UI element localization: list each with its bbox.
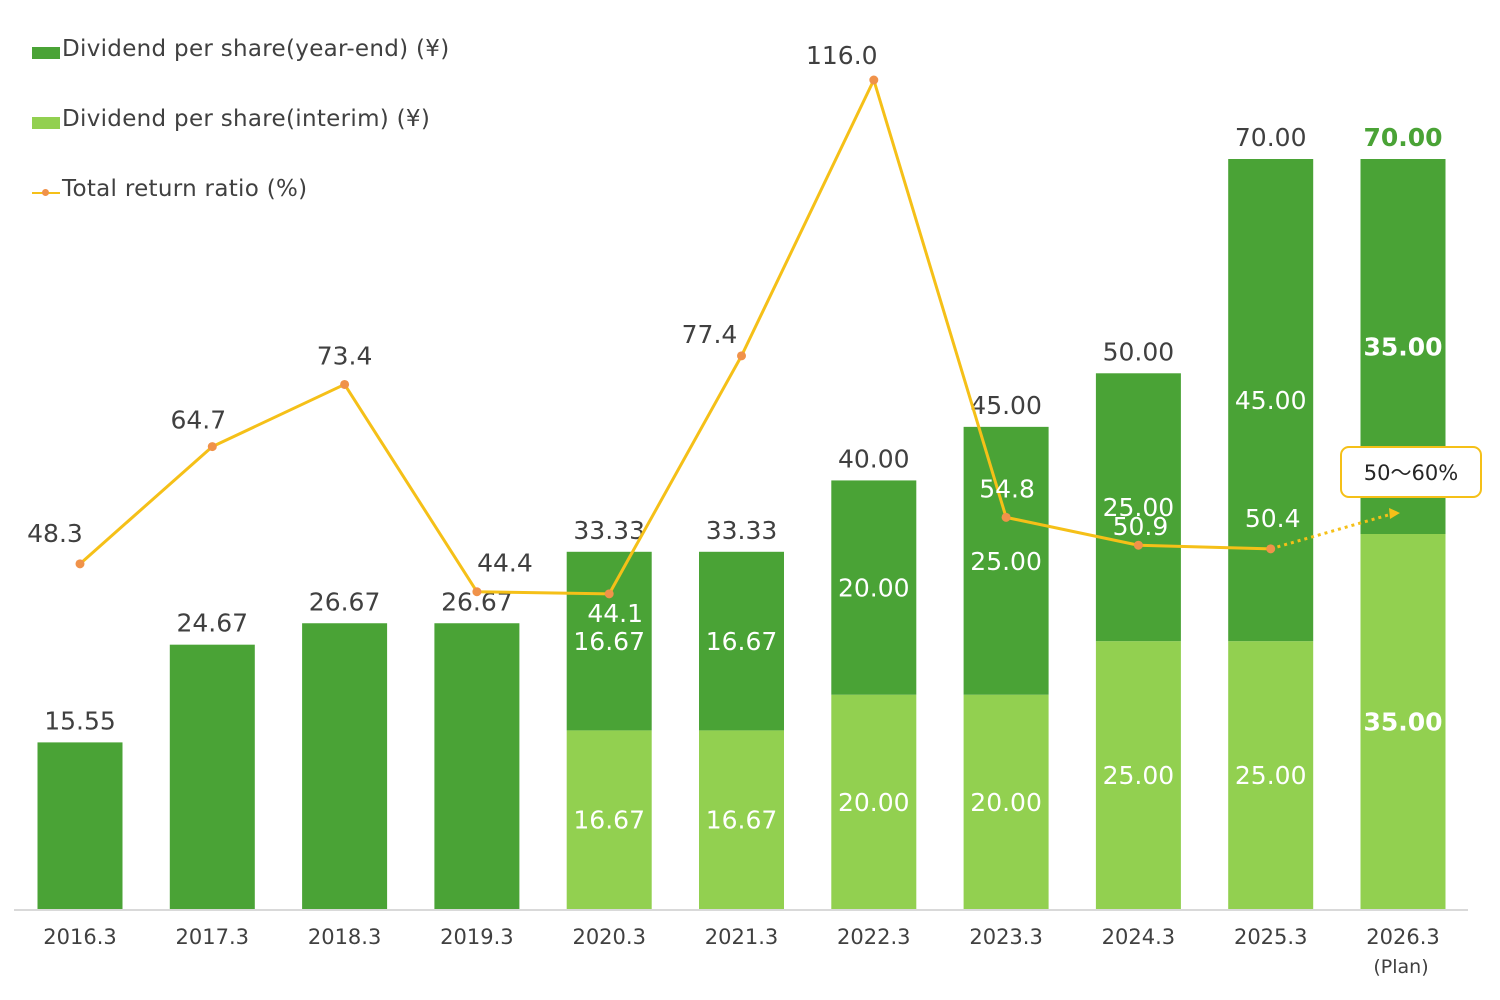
bar-year-end-2020.3 bbox=[566, 551, 652, 731]
legend-label-interim: Dividend per share(interim) (¥) bbox=[62, 106, 431, 132]
bar-label-interim-2024.3: 25.00 bbox=[1103, 761, 1175, 790]
bar-year-end-2018.3 bbox=[302, 623, 388, 909]
bar-year-end-2022.3 bbox=[831, 480, 917, 695]
x-tick-2024.3: 2024.3 bbox=[1102, 925, 1175, 949]
x-tick-layer: 2016.3 2017.3 2018.3 2019.3 2020.3 2021.3 2022… bbox=[43, 925, 1439, 949]
ratio-marker-2022.3 bbox=[869, 75, 879, 85]
bar-total-label-2021.3: 33.33 bbox=[706, 516, 778, 545]
ratio-label-2017.3: 64.7 bbox=[170, 406, 226, 435]
bar-label-year-end-2026.3: 35.00 bbox=[1363, 333, 1442, 362]
bar-label-interim-2020.3: 16.67 bbox=[573, 806, 645, 835]
bar-label-interim-2025.3: 25.00 bbox=[1235, 761, 1307, 790]
legend-item-year-end: Dividend per share(year-end) (¥) bbox=[32, 14, 450, 84]
ratio-line bbox=[79, 78, 1271, 596]
plan-note: (Plan) bbox=[1373, 956, 1429, 978]
bar-interim-2022.3 bbox=[831, 694, 917, 909]
bar-label-interim-2023.3: 20.00 bbox=[970, 788, 1042, 817]
bar-year-end-2017.3 bbox=[169, 644, 255, 909]
ratio-marker-2019.3 bbox=[472, 587, 482, 597]
ratio-marker-2018.3 bbox=[340, 379, 350, 389]
bar-interim-2021.3 bbox=[699, 730, 784, 909]
legend-label-year-end: Dividend per share(year-end) (¥) bbox=[62, 36, 450, 62]
legend-swatch-year-end bbox=[32, 47, 60, 59]
bar-year-end-2025.3 bbox=[1228, 159, 1314, 642]
x-tick-2018.3: 2018.3 bbox=[308, 925, 381, 949]
bar-total-label-2026.3: 70.00 bbox=[1363, 123, 1442, 152]
legend-item-interim: Dividend per share(interim) (¥) bbox=[32, 84, 450, 154]
legend-swatch-interim bbox=[32, 117, 60, 129]
x-tick-2017.3: 2017.3 bbox=[176, 925, 249, 949]
ratio-projection-line bbox=[1270, 512, 1393, 551]
bar-label-year-end-2020.3: 16.67 bbox=[573, 627, 645, 656]
bar-interim-2026.3 bbox=[1360, 534, 1446, 909]
ratio-marker-2020.3 bbox=[604, 589, 614, 599]
bar-label-interim-2026.3: 35.00 bbox=[1363, 708, 1442, 737]
ratio-marker-2023.3 bbox=[1001, 512, 1011, 522]
x-tick-2026.3: 2026.3 bbox=[1366, 925, 1439, 949]
ratio-label-2024.3: 50.9 bbox=[1113, 512, 1169, 541]
bar-label-year-end-2021.3: 16.67 bbox=[706, 627, 778, 656]
bar-year-end-2016.3 bbox=[37, 742, 123, 909]
x-tick-2023.3: 2023.3 bbox=[969, 925, 1042, 949]
plan-ratio-callout: 50～60% bbox=[1340, 446, 1482, 498]
ratio-marker-2024.3 bbox=[1133, 540, 1143, 550]
ratio-marker-2021.3 bbox=[737, 351, 746, 361]
bar-layer bbox=[37, 159, 1446, 909]
bar-interim-2025.3 bbox=[1228, 641, 1314, 909]
ratio-label-2020.3: 44.1 bbox=[587, 599, 643, 628]
legend-swatch-ratio bbox=[32, 187, 60, 199]
ratio-marker-2016.3 bbox=[75, 559, 85, 569]
ratio-label-2016.3: 48.3 bbox=[27, 519, 83, 548]
legend-label-ratio: Total return ratio (%) bbox=[62, 176, 308, 202]
ratio-label-2023.3: 54.8 bbox=[979, 474, 1035, 503]
ratio-line-layer: 48.3 64.7 73.4 44.4 44.1 77.4 116.0 54.8 50.9 50.… bbox=[27, 41, 1400, 628]
ratio-label-2025.3: 50.4 bbox=[1245, 504, 1301, 533]
ratio-label-2022.3: 116.0 bbox=[806, 41, 878, 70]
bar-year-end-2021.3 bbox=[699, 551, 784, 731]
ratio-label-2021.3: 77.4 bbox=[682, 320, 738, 349]
legend: Dividend per share(year-end) (¥) Dividen… bbox=[32, 14, 450, 224]
bar-total-label-2022.3: 40.00 bbox=[838, 444, 910, 473]
ratio-marker-2017.3 bbox=[207, 442, 217, 452]
bar-total-label-2024.3: 50.00 bbox=[1103, 337, 1175, 366]
bar-label-interim-2022.3: 20.00 bbox=[838, 788, 910, 817]
bar-total-label-2018.3: 26.67 bbox=[309, 587, 381, 616]
bar-total-label-2020.3: 33.33 bbox=[573, 516, 645, 545]
bar-interim-2023.3 bbox=[963, 694, 1049, 909]
bar-label-year-end-2024.3: 25.00 bbox=[1103, 493, 1175, 522]
x-tick-2019.3: 2019.3 bbox=[440, 925, 513, 949]
bar-interim-2020.3 bbox=[566, 730, 652, 909]
x-tick-2021.3: 2021.3 bbox=[705, 925, 778, 949]
bar-label-year-end-2023.3: 25.00 bbox=[970, 547, 1042, 576]
bar-total-label-2023.3: 45.00 bbox=[970, 391, 1042, 420]
legend-item-ratio: Total return ratio (%) bbox=[32, 154, 450, 224]
bar-label-year-end-2022.3: 20.00 bbox=[838, 574, 910, 603]
x-tick-2020.3: 2020.3 bbox=[572, 925, 645, 949]
x-tick-2025.3: 2025.3 bbox=[1234, 925, 1307, 949]
bar-total-label-2016.3: 15.55 bbox=[44, 706, 116, 735]
x-tick-2016.3: 2016.3 bbox=[43, 925, 116, 949]
ratio-label-2018.3: 73.4 bbox=[317, 341, 373, 370]
bar-year-end-2023.3 bbox=[963, 426, 1049, 695]
bar-label-year-end-2025.3: 45.00 bbox=[1235, 386, 1307, 415]
ratio-label-2019.3: 44.4 bbox=[477, 549, 533, 578]
x-tick-2022.3: 2022.3 bbox=[837, 925, 910, 949]
bar-interim-2024.3 bbox=[1095, 641, 1181, 909]
bar-year-end-2024.3 bbox=[1095, 373, 1181, 642]
bar-total-label-2025.3: 70.00 bbox=[1235, 123, 1307, 152]
bar-label-interim-2021.3: 16.67 bbox=[706, 806, 778, 835]
bar-year-end-2019.3 bbox=[434, 623, 520, 909]
bar-total-label-2017.3: 24.67 bbox=[177, 609, 249, 638]
ratio-projection-arrowhead bbox=[1389, 507, 1400, 519]
ratio-marker-2025.3 bbox=[1266, 544, 1276, 554]
